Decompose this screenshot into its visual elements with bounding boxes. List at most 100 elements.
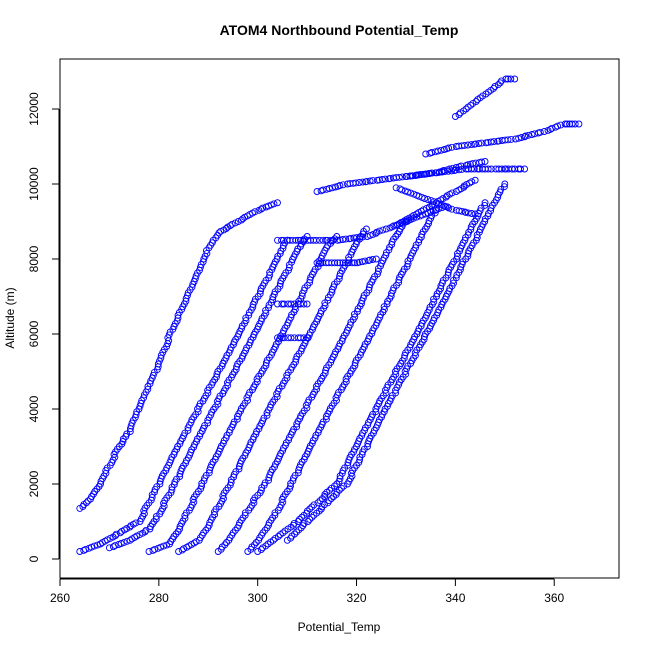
data-point: [334, 259, 342, 267]
data-point: [467, 101, 475, 109]
data-point: [269, 536, 277, 544]
data-point: [238, 325, 245, 333]
data-point: [487, 165, 495, 173]
data-point: [300, 236, 308, 244]
data-point: [142, 526, 150, 534]
data-point: [395, 173, 403, 181]
data-point: [412, 244, 419, 252]
data-point: [244, 396, 252, 404]
data-point: [308, 513, 316, 521]
data-point: [250, 499, 258, 507]
data-point: [293, 528, 301, 536]
data-point: [157, 543, 165, 551]
data-point: [362, 225, 370, 233]
data-point: [90, 542, 98, 550]
data-point: [298, 513, 306, 521]
data-point: [383, 300, 391, 308]
data-point: [563, 120, 571, 128]
data-point: [446, 165, 454, 173]
x-tick-label: 320: [347, 591, 367, 605]
data-point: [152, 515, 160, 523]
data-point: [291, 305, 299, 313]
data-point: [303, 334, 311, 342]
data-point: [342, 235, 350, 243]
data-point: [123, 430, 131, 438]
data-point: [330, 283, 338, 291]
data-point: [273, 393, 281, 401]
data-point: [468, 178, 476, 186]
data-point: [276, 282, 284, 290]
data-point: [448, 205, 456, 213]
data-point: [380, 305, 388, 313]
data-point: [507, 75, 515, 83]
data-point: [335, 275, 343, 283]
data-point: [518, 134, 525, 141]
data-points: [76, 75, 583, 555]
data-point: [359, 233, 367, 241]
data-point: [279, 529, 287, 537]
data-point: [327, 236, 335, 244]
data-point: [444, 268, 452, 276]
data-point: [283, 374, 291, 382]
data-point: [314, 499, 322, 507]
data-point: [245, 311, 253, 319]
data-point: [326, 486, 334, 494]
data-point: [464, 209, 472, 217]
data-point: [120, 538, 128, 546]
data-point: [424, 196, 432, 203]
data-point: [225, 429, 233, 437]
plot-area-frame: [59, 58, 620, 579]
data-point: [291, 530, 299, 538]
data-point: [402, 370, 410, 378]
data-point: [385, 246, 393, 254]
data-point: [278, 236, 285, 244]
data-point: [440, 202, 448, 210]
data-point: [214, 400, 222, 408]
data-point: [353, 308, 361, 315]
data-point: [115, 443, 123, 450]
data-point: [487, 138, 495, 146]
data-point: [324, 296, 332, 304]
data-point: [467, 141, 475, 149]
data-point: [261, 479, 269, 487]
data-point: [204, 389, 212, 397]
data-point: [254, 548, 262, 555]
data-point: [88, 543, 95, 551]
data-point: [321, 369, 329, 377]
data-point: [481, 158, 489, 165]
data-point: [300, 300, 308, 308]
data-point: [279, 498, 287, 506]
data-point: [259, 204, 266, 212]
data-point: [163, 541, 171, 549]
data-point: [132, 411, 140, 419]
data-point: [224, 381, 232, 389]
data-point: [376, 313, 384, 321]
data-point: [336, 182, 344, 189]
data-point: [262, 542, 270, 550]
data-point: [451, 113, 459, 120]
data-point: [116, 529, 124, 537]
data-point: [380, 408, 388, 416]
y-tick-label: 10000: [27, 167, 41, 201]
data-point: [410, 211, 418, 219]
data-point: [252, 539, 260, 546]
data-point: [280, 300, 288, 308]
data-point: [312, 236, 320, 244]
data-point: [390, 222, 398, 230]
data-point: [335, 486, 343, 494]
data-point: [557, 121, 565, 129]
data-point: [163, 343, 171, 350]
data-point: [478, 158, 486, 166]
y-tick-label: 2000: [27, 470, 41, 497]
data-point: [415, 238, 423, 246]
data-point: [358, 258, 366, 266]
data-point: [500, 183, 508, 191]
x-tick-label: 360: [544, 591, 564, 605]
data-point: [306, 505, 314, 513]
data-point: [432, 169, 440, 177]
data-point: [389, 287, 397, 295]
data-point: [132, 519, 140, 527]
data-point: [369, 256, 377, 263]
data-point: [364, 421, 372, 429]
